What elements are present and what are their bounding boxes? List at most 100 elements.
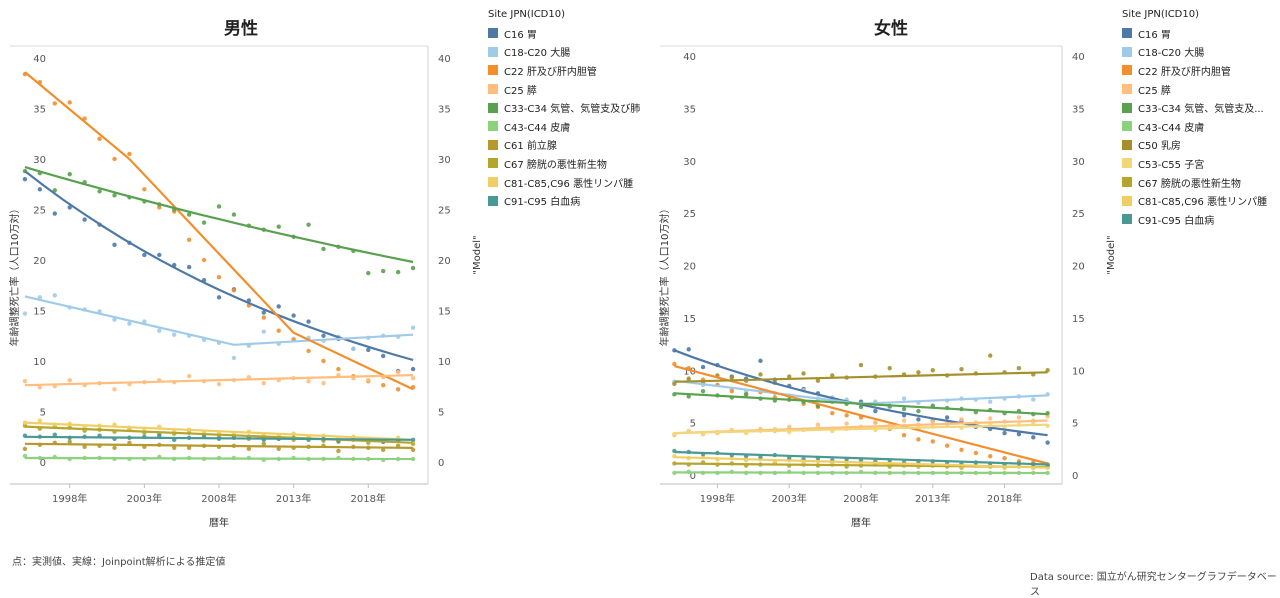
data-point [306, 379, 310, 383]
data-point [844, 421, 848, 425]
data-point [1031, 397, 1035, 401]
data-point [68, 100, 72, 104]
y-tick-label-right: 35 [1072, 104, 1085, 115]
data-point [366, 271, 370, 275]
y-tick-label-left: 40 [683, 52, 696, 63]
y-tick-label-right: 35 [438, 105, 451, 116]
legend-swatch [1122, 214, 1132, 224]
legend-label: C16 胃 [1138, 26, 1171, 41]
legend-item[interactable]: C22 肝及び肝内胆管 [488, 61, 640, 80]
legend-swatch [488, 47, 498, 57]
data-point [366, 378, 370, 382]
y-tick-label-left: 25 [33, 206, 46, 217]
y-tick-label-left: 25 [683, 209, 696, 220]
legend-item[interactable]: C33-C34 気管、気管支及び肺 [488, 98, 640, 117]
legend-item[interactable]: C67 膀胱の悪性新生物 [488, 154, 640, 173]
data-point [959, 367, 963, 371]
legend-item[interactable]: C25 膵 [488, 80, 640, 99]
legend-item[interactable]: C91-C95 白血病 [1122, 210, 1267, 229]
data-point [931, 419, 935, 423]
legend-item[interactable]: C16 胃 [1122, 24, 1267, 43]
legend-item[interactable]: C53-C55 子宮 [1122, 154, 1267, 173]
data-point [396, 370, 400, 374]
data-point [844, 413, 848, 417]
y-tick-label-right: 30 [438, 155, 451, 166]
data-point [1002, 431, 1006, 435]
data-point [902, 407, 906, 411]
data-point [23, 379, 27, 383]
legend-item[interactable]: C33-C34 気管、気管支及... [1122, 98, 1267, 117]
data-point [23, 177, 27, 181]
data-point [142, 253, 146, 257]
legend-label: C61 前立腺 [504, 137, 557, 152]
y-axis-title-right: "Model" [1106, 235, 1117, 274]
x-tick-label: 2013年 [915, 492, 950, 505]
data-point [321, 381, 325, 385]
legend-item[interactable]: C22 肝及び肝内胆管 [1122, 61, 1267, 80]
series-model-line [25, 171, 413, 360]
legend-item[interactable]: C16 胃 [488, 24, 640, 43]
y-tick-label-right: 40 [438, 54, 451, 65]
data-point [381, 354, 385, 358]
x-tick-label: 2003年 [771, 492, 806, 505]
y-tick-label-right: 0 [438, 458, 444, 469]
legend-label: C22 肝及び肝内胆管 [1138, 63, 1231, 78]
data-point [127, 152, 131, 156]
data-point [916, 370, 920, 374]
legend-item[interactable]: C43-C44 皮膚 [1122, 117, 1267, 136]
legend-male: Site JPN(ICD10) C16 胃 C18-C20 大腸 C22 肝及び肝内… [488, 9, 640, 210]
legend-item[interactable]: C91-C95 白血病 [488, 191, 640, 210]
y-tick-label-left: 30 [683, 157, 696, 168]
y-tick-label-right: 0 [1072, 471, 1078, 482]
y-tick-label-right: 40 [1072, 52, 1085, 63]
y-tick-label-left: 5 [690, 419, 696, 430]
legend-item[interactable]: C67 膀胱の悪性新生物 [1122, 173, 1267, 192]
data-point [247, 447, 251, 451]
x-tick-label: 1998年 [52, 492, 87, 505]
data-point [988, 353, 992, 357]
legend-item[interactable]: C81-C85,C96 悪性リンパ腫 [488, 173, 640, 192]
data-point [262, 315, 266, 319]
legend-swatch [488, 158, 498, 168]
data-point [277, 304, 281, 308]
y-tick-label-left: 15 [33, 307, 46, 318]
data-point [232, 288, 236, 292]
legend-item[interactable]: C25 膵 [1122, 80, 1267, 99]
data-point [758, 372, 762, 376]
legend-label: C33-C34 気管、気管支及び肺 [504, 100, 640, 115]
data-point [321, 334, 325, 338]
data-point [730, 389, 734, 393]
data-point [758, 359, 762, 363]
legend-item[interactable]: C18-C20 大腸 [488, 43, 640, 62]
legend-item[interactable]: C50 乳房 [1122, 136, 1267, 155]
data-point [202, 220, 206, 224]
data-point [112, 387, 116, 391]
y-tick-label-left: 5 [40, 408, 46, 419]
data-point [988, 416, 992, 420]
legend-item[interactable]: C43-C44 皮膚 [488, 117, 640, 136]
legend-swatch [488, 196, 498, 206]
data-point [306, 349, 310, 353]
data-point [68, 378, 72, 382]
data-point [801, 371, 805, 375]
legend-swatch [488, 121, 498, 131]
y-tick-label-right: 25 [1072, 209, 1085, 220]
data-point [701, 389, 705, 393]
legend-item[interactable]: C18-C20 大腸 [1122, 43, 1267, 62]
data-point [687, 347, 691, 351]
data-point [411, 266, 415, 270]
data-point [82, 217, 86, 221]
x-tick-label: 2018年 [987, 492, 1022, 505]
data-point [112, 243, 116, 247]
data-point [157, 253, 161, 257]
data-point [232, 356, 236, 360]
legend-item[interactable]: C61 前立腺 [488, 136, 640, 155]
y-tick-label-left: 10 [33, 357, 46, 368]
data-point [945, 415, 949, 419]
data-point [411, 367, 415, 371]
legend-item[interactable]: C81-C85,C96 悪性リンパ腫 [1122, 191, 1267, 210]
legend-title: Site JPN(ICD10) [488, 9, 640, 20]
y-tick-label-left: 20 [33, 256, 46, 267]
data-point [959, 417, 963, 421]
data-point [157, 329, 161, 333]
